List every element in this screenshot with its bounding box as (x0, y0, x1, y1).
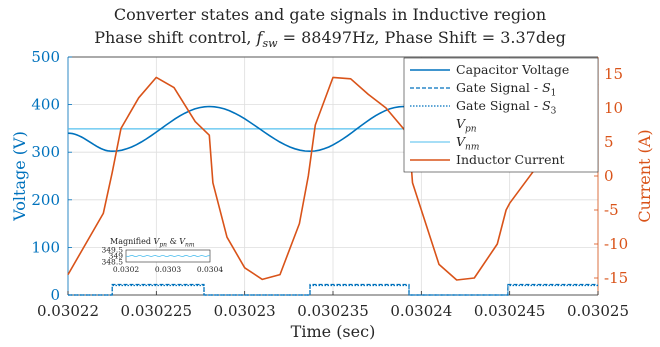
y-axis-label-left: Voltage (V) (10, 131, 29, 222)
y-right-tick-label-3: 0 (604, 167, 614, 185)
x-tick-label-2: 0.03023 (214, 302, 276, 320)
x-tick-label-1: 0.030225 (121, 302, 193, 320)
gate-s1-line (68, 283, 598, 296)
inset-y-tick-label-1: 349 (109, 252, 124, 261)
y-left-tick-label-4: 400 (31, 96, 60, 114)
y-right-tick-label-4: 5 (604, 133, 614, 151)
y-right-tick-label-2: -5 (604, 201, 619, 219)
y-axis-label-right: Current (A) (635, 129, 654, 222)
y-left-tick-label-0: 0 (50, 286, 60, 304)
legend-entry-vnm: Vnm (456, 134, 480, 153)
x-tick-label-0: 0.03022 (37, 302, 99, 320)
x-tick-label-4: 0.03024 (390, 302, 452, 320)
x-tick-label-6: 0.03025 (567, 302, 629, 320)
y-right-tick-label-6: 15 (604, 65, 623, 83)
inset-y-tick-label-0: 349.5 (102, 246, 124, 255)
chart-title: Converter states and gate signals in Ind… (113, 5, 547, 24)
inset-y-tick-label-2: 348.5 (102, 258, 124, 267)
x-axis-label: Time (sec) (291, 322, 376, 341)
y-left-tick-label-5: 500 (31, 48, 60, 66)
legend-entry-vpn: Vpn (456, 116, 477, 135)
legend-entry-gate-s3: Gate Signal - S3 (456, 98, 557, 117)
legend-entry-capacitor-voltage: Capacitor Voltage (456, 62, 570, 77)
gate-s3-line (68, 284, 598, 296)
y-right-tick-label-0: -15 (604, 269, 628, 287)
legend-entry-gate-s1: Gate Signal - S1 (456, 80, 557, 99)
y-left-tick-label-3: 300 (31, 143, 60, 161)
y-left-tick-label-1: 100 (31, 238, 60, 256)
inset-x-tick-label-1: 0.0303 (155, 265, 181, 274)
inset-x-tick-label-2: 0.0304 (197, 265, 223, 274)
y-left-tick-label-2: 200 (31, 191, 60, 209)
y-right-tick-label-1: -10 (604, 235, 628, 253)
legend-box (403, 57, 599, 173)
inset-x-tick-label-0: 0.0302 (113, 265, 139, 274)
chart-subtitle: Phase shift control, fsw = 88497Hz, Phas… (94, 28, 566, 51)
x-tick-label-3: 0.030235 (297, 302, 369, 320)
inset-title: Magnified Vpn & Vnm (110, 237, 195, 249)
inset-vpn-line (125, 254, 211, 258)
x-tick-label-5: 0.030245 (474, 302, 546, 320)
inductor-current-line (67, 76, 599, 281)
legend-entry-inductor-current: Inductor Current (456, 152, 565, 167)
y-right-tick-label-5: 10 (604, 99, 623, 117)
